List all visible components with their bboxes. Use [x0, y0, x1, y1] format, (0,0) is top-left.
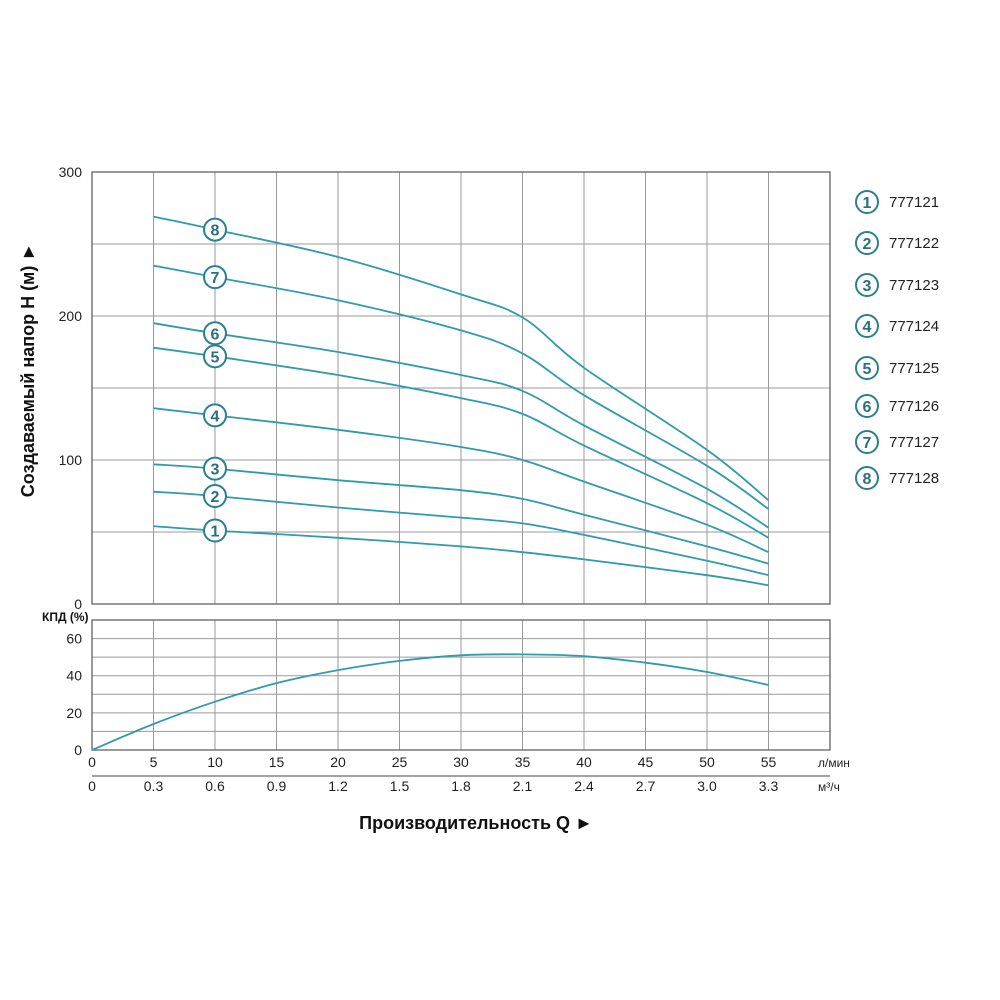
legend-entry-777128: 777128	[889, 470, 939, 487]
x-tick-lmin: 0	[88, 754, 96, 770]
curve-marker-label: 1	[211, 524, 220, 541]
eff-plot-frame	[91, 619, 831, 751]
head-y-tick: 100	[59, 452, 83, 468]
legend-marker-6	[855, 394, 879, 418]
curve-marker-4	[203, 403, 227, 428]
x-unit-lmin: л/мин	[818, 756, 850, 770]
legend-entry-777121: 777121	[889, 194, 939, 211]
head-y-tick: 300	[59, 164, 83, 180]
curve-marker-8	[203, 217, 227, 242]
curve-marker-label: 4	[211, 408, 220, 425]
head-curve-777126	[153, 322, 769, 529]
x-tick-lmin: 45	[638, 754, 654, 770]
curve-marker-label: 5	[211, 349, 220, 366]
curve-marker-5	[203, 344, 227, 369]
efficiency-curves	[91, 653, 769, 751]
curve-marker-3	[203, 456, 227, 481]
legend-entry-777122: 777122	[889, 235, 939, 252]
legend-entry-777123: 777123	[889, 277, 939, 294]
y-axis-title: Создаваемый напор H (м) ►	[18, 243, 38, 497]
legend-marker-1	[855, 190, 879, 214]
eff-y-tick: 60	[66, 631, 82, 647]
legend-entry-777127: 777127	[889, 434, 939, 451]
curve-marker-label: 8	[211, 223, 220, 240]
x-tick-m3h: 1.8	[451, 778, 471, 794]
x-tick-m3h: 0.9	[267, 778, 287, 794]
x-axis-title: Производительность Q ►	[359, 813, 593, 833]
efficiency-curve	[91, 653, 769, 751]
legend-marker-3	[855, 273, 879, 297]
legend-marker-7	[855, 430, 879, 454]
x-tick-lmin: 40	[576, 754, 592, 770]
legend-marker-label: 5	[863, 361, 872, 378]
curve-marker-label: 3	[211, 462, 220, 479]
legend-marker-label: 6	[863, 399, 872, 416]
head-curve-777121	[153, 525, 769, 587]
legend-marker-label: 1	[863, 195, 872, 212]
head-curve-777128	[153, 215, 770, 501]
eff-y-tick: 40	[66, 668, 82, 684]
legend-marker-8	[855, 466, 879, 490]
legend-marker-label: 8	[863, 471, 872, 488]
eff-y-tick: 0	[74, 742, 82, 758]
x-tick-m3h: 0.6	[205, 778, 225, 794]
head-curves	[153, 215, 770, 587]
legend-marker-4	[855, 314, 879, 338]
legend-entry-777126: 777126	[889, 398, 939, 415]
head-curve-777127	[153, 264, 770, 510]
x-tick-lmin: 30	[453, 754, 469, 770]
x-tick-lmin: 55	[761, 754, 777, 770]
eff-y-tick: 20	[66, 705, 82, 721]
curve-marker-label: 2	[211, 489, 220, 506]
x-unit-m3h: м³/ч	[818, 780, 840, 794]
legend-marker-label: 7	[863, 435, 872, 452]
x-tick-m3h: 3.3	[759, 778, 779, 794]
curve-marker-label: 6	[211, 326, 220, 343]
legend-marker-2	[855, 231, 879, 255]
head-y-tick: 200	[59, 308, 83, 324]
legend-marker-label: 2	[863, 236, 872, 253]
x-tick-m3h: 2.7	[636, 778, 656, 794]
head-curve-777124	[153, 407, 769, 554]
head-curve-777125	[153, 346, 769, 539]
x-tick-m3h: 3.0	[697, 778, 717, 794]
x-tick-lmin: 10	[207, 754, 223, 770]
x-tick-m3h: 2.1	[513, 778, 533, 794]
x-tick-m3h: 0	[88, 778, 96, 794]
curve-marker-6	[203, 321, 227, 346]
head-plot-frame	[91, 171, 831, 605]
curve-marker-label: 7	[211, 270, 220, 287]
head-chart-grid	[91, 171, 831, 605]
head-y-tick: 0	[74, 596, 82, 612]
x-tick-m3h: 1.2	[328, 778, 348, 794]
x-tick-lmin: 5	[150, 754, 158, 770]
x-tick-lmin: 20	[330, 754, 346, 770]
legend-marker-label: 4	[863, 319, 872, 336]
x-tick-lmin: 15	[269, 754, 285, 770]
legend-marker-5	[855, 356, 879, 380]
curve-marker-1	[203, 518, 227, 543]
curve-markers: 1 2 3 4 5 6 7 8	[203, 217, 227, 543]
x-tick-lmin: 35	[515, 754, 531, 770]
legend-marker-label: 3	[863, 278, 872, 295]
legend-entry-777124: 777124	[889, 318, 939, 335]
efficiency-axis-title: КПД (%)	[42, 610, 89, 624]
x-tick-lmin: 25	[392, 754, 408, 770]
x-tick-m3h: 2.4	[574, 778, 594, 794]
efficiency-chart-grid	[91, 619, 831, 751]
head-curve-777123	[153, 463, 769, 565]
curve-marker-7	[203, 265, 227, 290]
legend: 1 777121 2 777122 3 777123 4 777124 5 777125 6 7771…	[855, 190, 939, 490]
head-curve-777122	[153, 490, 769, 577]
x-tick-lmin: 50	[699, 754, 715, 770]
x-tick-m3h: 1.5	[390, 778, 410, 794]
legend-entry-777125: 777125	[889, 360, 939, 377]
x-tick-m3h: 0.3	[144, 778, 164, 794]
curve-marker-2	[203, 484, 227, 508]
